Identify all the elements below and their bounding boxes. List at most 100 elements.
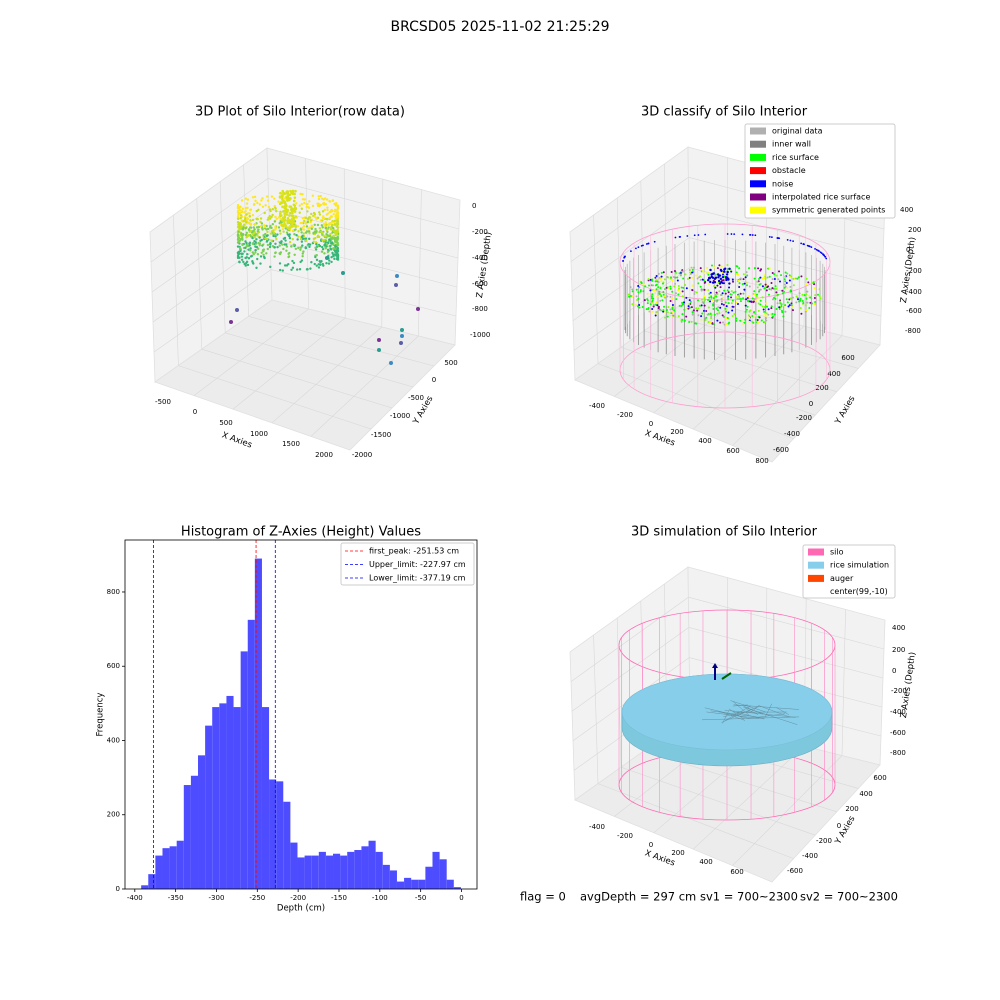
point xyxy=(671,306,674,309)
point xyxy=(703,295,706,298)
point xyxy=(301,244,304,247)
point xyxy=(655,288,658,291)
point xyxy=(321,226,324,229)
point xyxy=(784,304,787,307)
bar xyxy=(347,851,355,889)
point xyxy=(754,299,757,302)
point xyxy=(680,286,683,289)
point xyxy=(753,267,756,270)
legend-label: original data xyxy=(772,127,823,136)
point xyxy=(329,232,332,236)
point xyxy=(239,214,243,217)
point xyxy=(662,271,665,274)
point xyxy=(650,297,653,300)
point xyxy=(718,282,722,285)
point xyxy=(716,293,719,296)
point xyxy=(333,219,337,223)
y-tick-label: 600 xyxy=(873,774,886,782)
point xyxy=(316,204,320,208)
point xyxy=(255,217,259,221)
point xyxy=(241,237,244,240)
point xyxy=(690,266,693,269)
z-axis-label: Z Axies (Depth) xyxy=(899,651,918,718)
point xyxy=(647,278,650,281)
point xyxy=(291,266,295,269)
point xyxy=(748,320,751,323)
point xyxy=(679,273,682,276)
point xyxy=(711,298,714,301)
point xyxy=(254,199,257,203)
point xyxy=(736,296,739,299)
pane-grid xyxy=(571,627,689,712)
point xyxy=(819,297,822,300)
point xyxy=(666,295,669,298)
point xyxy=(309,267,312,270)
point xyxy=(255,266,258,270)
bar xyxy=(325,855,334,889)
y-tick-label: -600 xyxy=(787,867,803,875)
point xyxy=(270,215,273,219)
rice-crease xyxy=(710,710,765,719)
x-tick-label: 400 xyxy=(698,437,711,445)
point xyxy=(325,223,328,226)
point xyxy=(702,272,705,275)
point xyxy=(304,221,307,224)
point xyxy=(774,297,777,300)
point xyxy=(648,284,651,287)
point xyxy=(274,242,277,245)
point xyxy=(332,213,335,216)
point xyxy=(257,247,260,251)
point xyxy=(758,283,761,286)
point xyxy=(329,228,333,231)
point xyxy=(327,262,331,265)
point xyxy=(778,308,781,311)
point xyxy=(331,209,334,213)
point xyxy=(808,245,810,247)
point xyxy=(716,278,719,281)
pane-grid xyxy=(270,269,457,317)
point xyxy=(713,313,716,316)
point xyxy=(786,301,789,304)
point xyxy=(784,275,787,278)
point xyxy=(768,275,771,278)
bar xyxy=(276,781,284,889)
point xyxy=(753,277,756,280)
z-tick-label: -400 xyxy=(890,708,906,716)
point xyxy=(809,296,812,299)
point xyxy=(274,207,277,210)
point xyxy=(695,291,698,294)
bar xyxy=(155,855,163,889)
point xyxy=(249,247,252,250)
point xyxy=(395,274,399,278)
point xyxy=(726,264,729,267)
point xyxy=(761,277,764,280)
x-tick-label: 600 xyxy=(726,447,739,455)
point xyxy=(255,238,258,241)
point xyxy=(739,292,742,295)
point xyxy=(256,234,259,237)
point xyxy=(248,212,251,215)
point xyxy=(818,250,820,253)
point xyxy=(319,194,322,198)
z-tick-label: 200 xyxy=(908,226,921,234)
x-tick-label: 0 xyxy=(193,408,197,416)
point xyxy=(748,310,751,313)
point xyxy=(672,276,675,279)
point xyxy=(777,278,780,281)
point xyxy=(763,277,766,280)
point xyxy=(664,288,667,291)
point xyxy=(770,288,773,291)
point xyxy=(753,290,756,293)
point xyxy=(239,216,242,220)
point xyxy=(683,301,686,304)
point xyxy=(655,301,658,304)
point xyxy=(331,199,334,202)
point xyxy=(783,286,786,289)
point xyxy=(240,199,244,202)
point xyxy=(269,232,273,235)
point xyxy=(260,251,263,254)
bar xyxy=(425,866,433,889)
point xyxy=(300,240,304,243)
pane-grid xyxy=(593,634,599,784)
point xyxy=(712,301,715,304)
